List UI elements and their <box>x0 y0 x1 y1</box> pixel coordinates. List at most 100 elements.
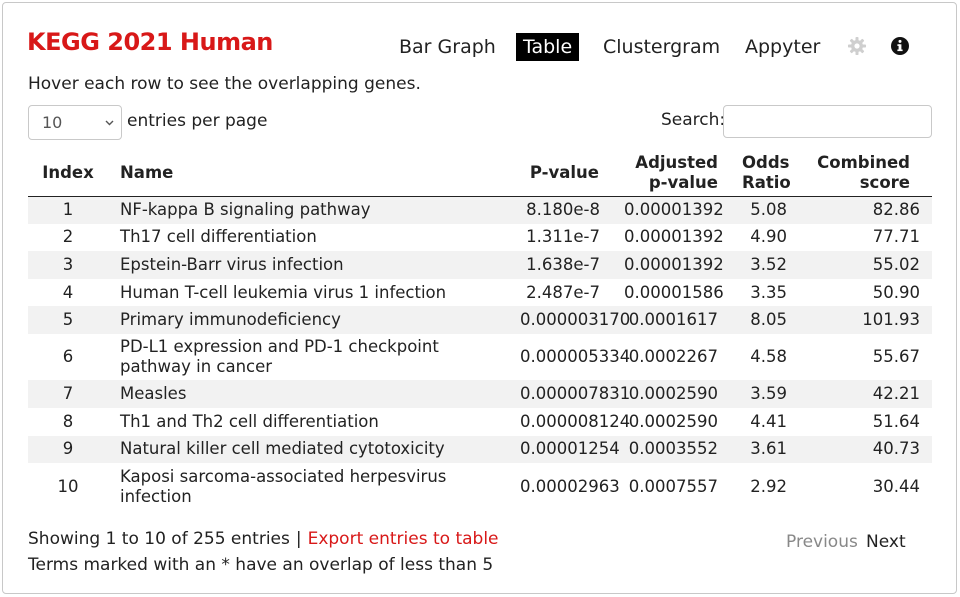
cell-pvalue: 1.311e-7 <box>526 227 600 247</box>
table-row[interactable]: 1 NF-kappa B signaling pathway 8.180e-8 … <box>28 196 932 224</box>
cell-name: Primary immunodeficiency <box>108 306 508 334</box>
cell-odds-ratio: 4.90 <box>750 227 787 247</box>
column-header-adjusted-line2: p-value <box>648 172 718 192</box>
column-header-odds-line2: Ratio <box>742 172 791 192</box>
cell-combined-score: 101.93 <box>799 306 932 334</box>
cell-combined-score: 30.44 <box>872 476 920 496</box>
cell-pvalue: 2.487e-7 <box>526 282 600 302</box>
entries-per-page-select[interactable]: 10 <box>28 105 122 140</box>
cell-name: PD-L1 expression and PD-1 checkpoint pat… <box>120 337 439 377</box>
entries-per-page-value: 10 <box>42 113 63 132</box>
cell-pvalue: 0.000005334 <box>520 347 631 367</box>
cell-name: Th17 cell differentiation <box>120 227 317 247</box>
cell-name: Kaposi sarcoma-associated herpesvirus in… <box>120 466 447 506</box>
cell-pvalue: 0.000003170 <box>508 306 630 334</box>
cell-odds-ratio: 5.08 <box>729 196 799 224</box>
table-row[interactable]: 9 Natural killer cell mediated cytotoxic… <box>28 435 932 464</box>
cell-index: 7 <box>28 380 108 409</box>
cell-adjusted-pvalue: 0.00001586 <box>624 282 724 302</box>
cell-odds-ratio: 3.59 <box>729 380 799 409</box>
search-label: Search: <box>661 110 726 130</box>
cell-odds-ratio: 3.35 <box>750 282 787 302</box>
tab-clustergram[interactable]: Clustergram <box>603 36 721 58</box>
column-header-odds-line1: Odds <box>742 152 790 172</box>
column-header-odds-ratio[interactable]: Odds Ratio <box>729 150 799 197</box>
chevron-down-icon <box>105 120 114 126</box>
column-header-combined-score[interactable]: Combined score <box>799 150 932 197</box>
table-row[interactable]: 7 Measles 0.000007831 0.0002590 3.59 42.… <box>28 380 932 409</box>
entries-per-page-label: entries per page <box>127 111 268 131</box>
cell-combined-score: 82.86 <box>799 196 932 224</box>
export-entries-link[interactable]: Export entries to table <box>307 529 499 549</box>
tab-appyter[interactable]: Appyter <box>745 36 821 58</box>
column-header-index[interactable]: Index <box>28 150 108 197</box>
column-header-adjusted-line1: Adjusted <box>635 152 718 172</box>
table-row[interactable]: 3 Epstein-Barr virus infection 1.638e-7 … <box>28 251 932 279</box>
cell-combined-score: 50.90 <box>872 282 920 302</box>
cell-pvalue: 0.00001254 <box>508 435 620 464</box>
cell-pvalue: 0.000007831 <box>508 380 630 409</box>
previous-page-button[interactable]: Previous <box>786 532 858 552</box>
cell-adjusted-pvalue: 0.00001392 <box>612 196 729 224</box>
cell-name: Human T-cell leukemia virus 1 infection <box>120 282 447 302</box>
cell-odds-ratio: 2.92 <box>750 476 787 496</box>
cell-pvalue: 1.638e-7 <box>508 251 612 279</box>
tab-table[interactable]: Table <box>516 33 580 61</box>
cell-combined-score: 51.64 <box>872 411 920 431</box>
column-header-combined-line1: Combined <box>817 152 910 172</box>
cell-name: Measles <box>108 380 508 409</box>
hover-hint: Hover each row to see the overlapping ge… <box>28 74 421 94</box>
cell-pvalue: 8.180e-8 <box>508 196 612 224</box>
next-page-button[interactable]: Next <box>866 532 906 552</box>
table-info: Showing 1 to 10 of 255 entries | Export en… <box>28 529 499 549</box>
cell-pvalue: 0.000008124 <box>520 411 631 431</box>
results-table: Index Name P-value Adjusted p-value Odds… <box>28 150 932 510</box>
cell-adjusted-pvalue: 0.0003552 <box>612 435 729 464</box>
table-row[interactable]: 4 Human T-cell leukemia virus 1 infectio… <box>28 279 932 307</box>
cell-index: 2 <box>62 227 74 247</box>
cell-pvalue: 0.00002963 <box>520 476 620 496</box>
table-row[interactable]: 10 Kaposi sarcoma-associated herpesvirus… <box>28 463 932 510</box>
cell-index: 9 <box>28 435 108 464</box>
table-row[interactable]: 2 Th17 cell differentiation 1.311e-7 0.0… <box>28 224 932 252</box>
cell-odds-ratio: 4.41 <box>750 411 787 431</box>
cell-adjusted-pvalue: 0.0002267 <box>628 347 718 367</box>
cell-odds-ratio: 4.58 <box>750 347 787 367</box>
cell-index: 6 <box>62 347 74 367</box>
cell-name: Epstein-Barr virus infection <box>108 251 508 279</box>
cell-index: 3 <box>28 251 108 279</box>
cell-adjusted-pvalue: 0.0002590 <box>612 380 729 409</box>
separator: | <box>295 529 302 549</box>
table-row[interactable]: 8 Th1 and Th2 cell differentiation 0.000… <box>28 408 932 436</box>
cell-adjusted-pvalue: 0.0002590 <box>628 411 718 431</box>
cell-odds-ratio: 3.52 <box>729 251 799 279</box>
cell-index: 8 <box>62 411 74 431</box>
gear-icon[interactable] <box>847 36 867 56</box>
cell-name: NF-kappa B signaling pathway <box>108 196 508 224</box>
table-row[interactable]: 5 Primary immunodeficiency 0.000003170 0… <box>28 306 932 334</box>
cell-adjusted-pvalue: 0.00001392 <box>624 227 724 247</box>
overlap-note: Terms marked with an * have an overlap o… <box>28 555 494 575</box>
search-input[interactable] <box>723 105 932 138</box>
cell-combined-score: 55.02 <box>799 251 932 279</box>
column-header-combined-line2: score <box>859 172 910 192</box>
table-header-row: Index Name P-value Adjusted p-value Odds… <box>28 150 932 197</box>
table-row[interactable]: 6 PD-L1 expression and PD-1 checkpoint p… <box>28 334 932 381</box>
cell-combined-score: 77.71 <box>872 227 920 247</box>
cell-index: 1 <box>28 196 108 224</box>
cell-adjusted-pvalue: 0.0007557 <box>628 476 718 496</box>
tab-bar-graph[interactable]: Bar Graph <box>399 36 496 58</box>
cell-name: Th1 and Th2 cell differentiation <box>120 411 379 431</box>
column-header-adjusted-pvalue[interactable]: Adjusted p-value <box>612 150 729 197</box>
cell-adjusted-pvalue: 0.00001392 <box>612 251 729 279</box>
cell-name: Natural killer cell mediated cytotoxicit… <box>108 435 508 464</box>
cell-combined-score: 42.21 <box>799 380 932 409</box>
info-icon[interactable] <box>890 36 910 56</box>
cell-odds-ratio: 8.05 <box>729 306 799 334</box>
column-header-pvalue[interactable]: P-value <box>508 150 612 197</box>
cell-odds-ratio: 3.61 <box>729 435 799 464</box>
cell-combined-score: 40.73 <box>799 435 932 464</box>
showing-entries-text: Showing 1 to 10 of 255 entries <box>28 529 290 549</box>
column-header-name[interactable]: Name <box>108 150 508 197</box>
